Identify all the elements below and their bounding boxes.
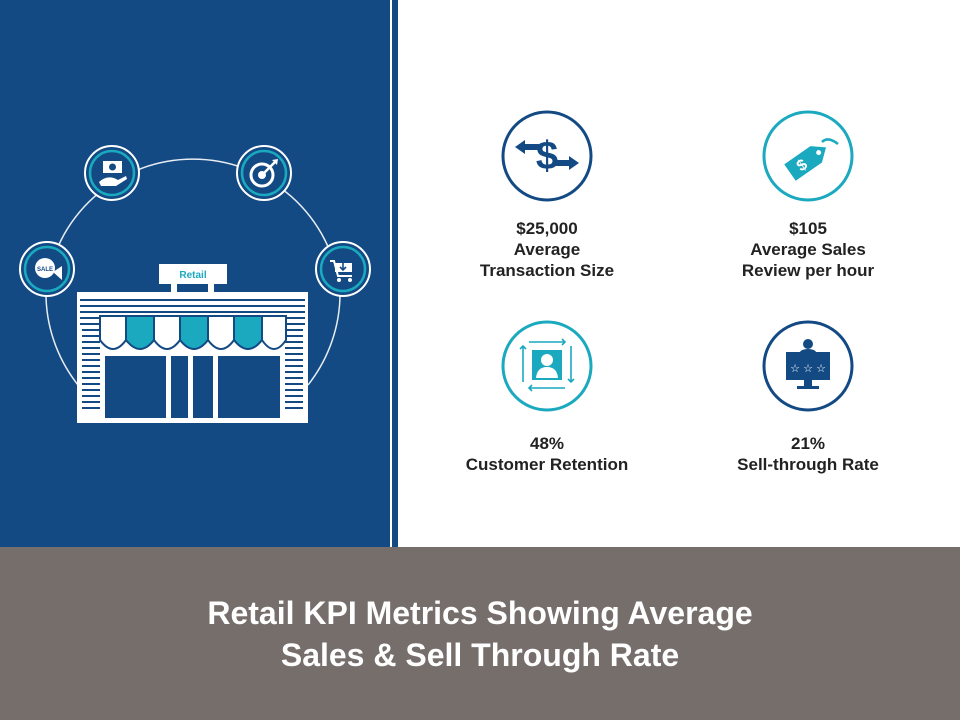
- customer-frame-icon: [501, 320, 593, 412]
- panel-divider: [392, 0, 398, 547]
- store-awning: [99, 315, 287, 350]
- metric-value: 21%: [790, 434, 826, 453]
- target-icon: [236, 145, 292, 201]
- metric-label: Customer Retention: [465, 455, 629, 474]
- money-hand-icon: [84, 145, 140, 201]
- svg-text:☆: ☆: [790, 362, 800, 375]
- store-sign-label: Retail: [179, 270, 206, 281]
- store-sign: Retail: [159, 264, 227, 294]
- svg-text:$: $: [536, 134, 558, 178]
- svg-text:☆: ☆: [816, 362, 826, 375]
- metric-value: $25,000: [516, 219, 578, 238]
- metric-value: $105: [789, 219, 827, 238]
- orbit-arc: [45, 158, 341, 291]
- slide-title: Retail KPI Metrics Showing Average Sales…: [207, 594, 753, 673]
- svg-text:SALE: SALE: [37, 267, 53, 273]
- storefront: [105, 356, 280, 418]
- svg-text:☆: ☆: [803, 362, 813, 375]
- metric-label: Average Transaction Size: [479, 240, 615, 280]
- dollar-exchange-icon: $: [501, 110, 593, 202]
- shopping-cart-icon: [315, 241, 371, 297]
- metric-label: Average Sales Review per hour: [741, 240, 875, 280]
- metric-label: Sell-through Rate: [737, 455, 879, 474]
- footer-banner: Retail KPI Metrics Showing Average Sales…: [0, 547, 960, 720]
- price-tag-icon: $: [762, 110, 854, 202]
- store-building: [77, 292, 308, 423]
- sale-badge-icon: SALE: [19, 241, 75, 297]
- store-illustration: SALE Retail: [19, 145, 371, 423]
- metric-value: 48%: [529, 434, 565, 453]
- monitor-rating-icon: ☆ ☆ ☆: [762, 320, 854, 412]
